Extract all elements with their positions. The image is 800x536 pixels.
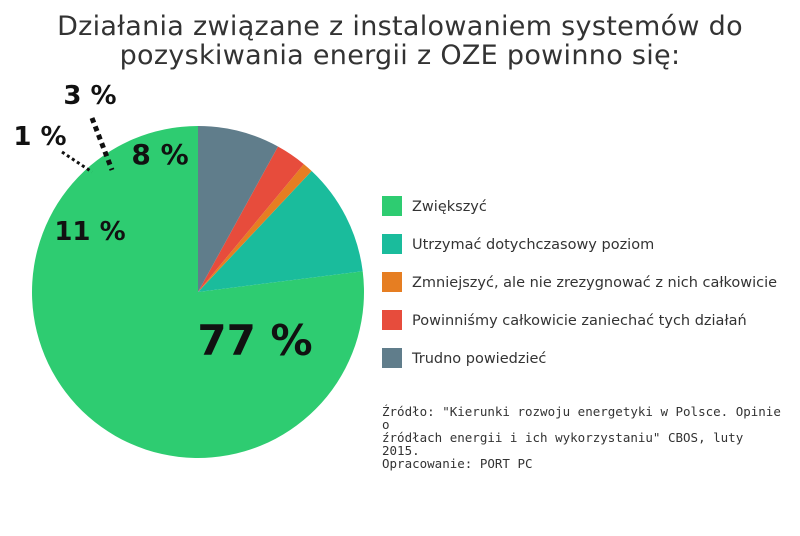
slice-label-5: 8 % (131, 138, 188, 171)
slice-label-4: 3 % (63, 81, 116, 111)
leader-line-1pct (61, 150, 93, 174)
slice-label-2: 11 % (54, 217, 125, 247)
pie-slice-2 (198, 170, 363, 292)
slice-labels: 77 % 11 % 1 % 3 % 8 % (13, 81, 312, 365)
pie-slice-3 (198, 164, 312, 292)
legend: Zwiększyć Utrzymać dotychczasowy poziom Zm… (382, 196, 777, 368)
pie-slices (31, 126, 364, 458)
pie-slice-5 (198, 126, 278, 292)
legend-swatch-2 (382, 234, 402, 254)
slice-label-3: 1 % (13, 122, 66, 152)
slice-label-1: 77 % (197, 316, 312, 365)
legend-label-1: Zwiększyć (412, 199, 487, 215)
legend-swatch-4 (382, 310, 402, 330)
pie-slice-4 (198, 146, 304, 292)
leader-lines (61, 117, 115, 174)
legend-label-5: Trudno powiedzieć (411, 351, 546, 367)
legend-swatch-1 (382, 196, 402, 216)
legend-label-2: Utrzymać dotychczasowy poziom (412, 237, 654, 253)
chart-title: Działania związane z instalowaniem syste… (57, 11, 743, 71)
leader-line-3pct (89, 117, 115, 171)
source-note: Źródło: "Kierunki rozwoju energetyki w P… (382, 404, 781, 471)
legend-swatch-3 (382, 272, 402, 292)
legend-label-3: Zmniejszyć, ale nie zrezygnować z nich c… (412, 275, 777, 291)
legend-swatch-5 (382, 348, 402, 368)
legend-label-4: Powinniśmy całkowicie zaniechać tych dzi… (412, 313, 747, 329)
